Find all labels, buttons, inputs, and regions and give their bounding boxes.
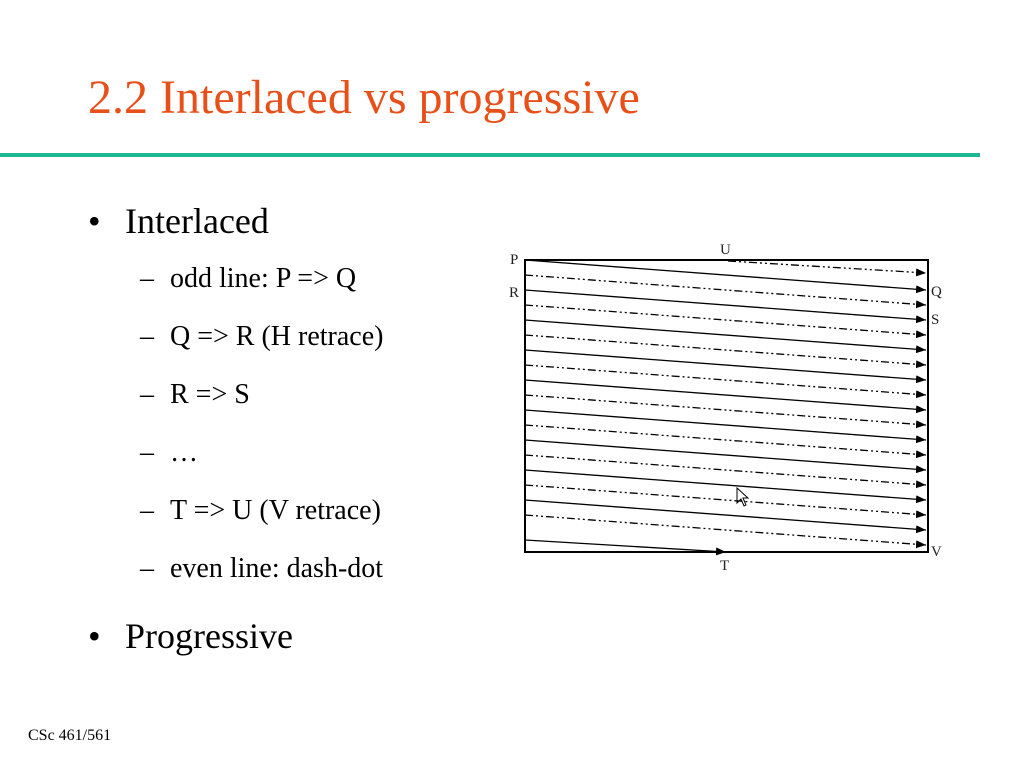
sub-bullet-text: … — [170, 437, 198, 468]
even-scan-line — [524, 424, 927, 459]
odd-scan-line — [524, 499, 927, 534]
slide-title: 2.2 Interlaced vs progressive — [88, 71, 640, 124]
sub-bullet-marker: – — [140, 495, 154, 526]
bullet: • Progressive — [88, 615, 293, 657]
label-u: U — [720, 242, 731, 258]
label-v: V — [931, 544, 942, 560]
sub-bullet-marker: – — [140, 437, 154, 468]
even-scan-line — [524, 394, 927, 429]
label-p: P — [510, 252, 518, 268]
sub-bullet-marker: – — [140, 379, 154, 410]
odd-scan-line — [524, 439, 927, 474]
bullet-marker: • — [88, 201, 101, 241]
sub-bullet-marker: – — [140, 263, 154, 294]
label-s: S — [931, 312, 939, 328]
sub-bullet: – R => S — [140, 379, 250, 411]
odd-scan-line — [524, 379, 927, 414]
sub-bullet-text: even line: dash-dot — [170, 553, 384, 584]
sub-bullet-text: R => S — [170, 379, 250, 410]
even-scan-line — [524, 304, 927, 339]
even-scan-line — [524, 364, 927, 399]
odd-scan-line — [524, 289, 927, 324]
even-scan-line — [524, 454, 927, 489]
sub-bullet: – T => U (V retrace) — [140, 495, 381, 527]
even-scan-line — [727, 260, 927, 277]
odd-scan-line — [524, 539, 727, 556]
even-scan-line — [524, 484, 927, 519]
bullet-text: Progressive — [125, 616, 293, 656]
odd-scan-line — [524, 469, 927, 504]
label-q: Q — [931, 284, 942, 300]
sub-bullet-text: T => U (V retrace) — [170, 495, 381, 526]
even-scan-line — [524, 274, 927, 309]
sub-bullet-text: Q => R (H retrace) — [170, 321, 384, 352]
sub-bullet: – even line: dash-dot — [140, 553, 383, 585]
odd-scan-line — [524, 349, 927, 384]
bullet-marker: • — [88, 616, 101, 656]
label-t: T — [720, 558, 729, 574]
bullet: • Interlaced — [88, 200, 269, 242]
odd-scan-line — [524, 319, 927, 354]
odd-scan-line — [524, 409, 927, 444]
footer: CSc 461/561 — [28, 727, 112, 744]
sub-bullet-marker: – — [140, 321, 154, 352]
sub-bullet: –… — [140, 437, 198, 469]
even-scan-line — [524, 514, 927, 549]
bullet-text: Interlaced — [125, 201, 269, 241]
label-r: R — [509, 285, 519, 301]
sub-bullet-marker: – — [140, 553, 154, 584]
sub-bullet: – Q => R (H retrace) — [140, 321, 384, 353]
cursor — [736, 486, 750, 507]
even-scan-line — [524, 334, 927, 369]
odd-scan-line — [524, 259, 927, 294]
sub-bullet-text: odd line: P => Q — [170, 263, 357, 294]
frame — [524, 259, 929, 553]
sub-bullet: – odd line: P => Q — [140, 263, 356, 295]
title-rule — [0, 153, 980, 157]
